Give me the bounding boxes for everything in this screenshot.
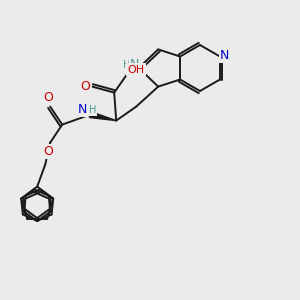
Text: N: N <box>77 103 87 116</box>
Text: H: H <box>88 105 96 115</box>
Text: OH: OH <box>128 64 145 75</box>
Polygon shape <box>89 112 116 121</box>
Text: O: O <box>43 91 53 104</box>
Text: H: H <box>123 60 130 70</box>
Text: O: O <box>43 145 53 158</box>
Text: N: N <box>220 49 230 62</box>
Text: N: N <box>130 58 139 71</box>
Text: O: O <box>80 80 90 93</box>
